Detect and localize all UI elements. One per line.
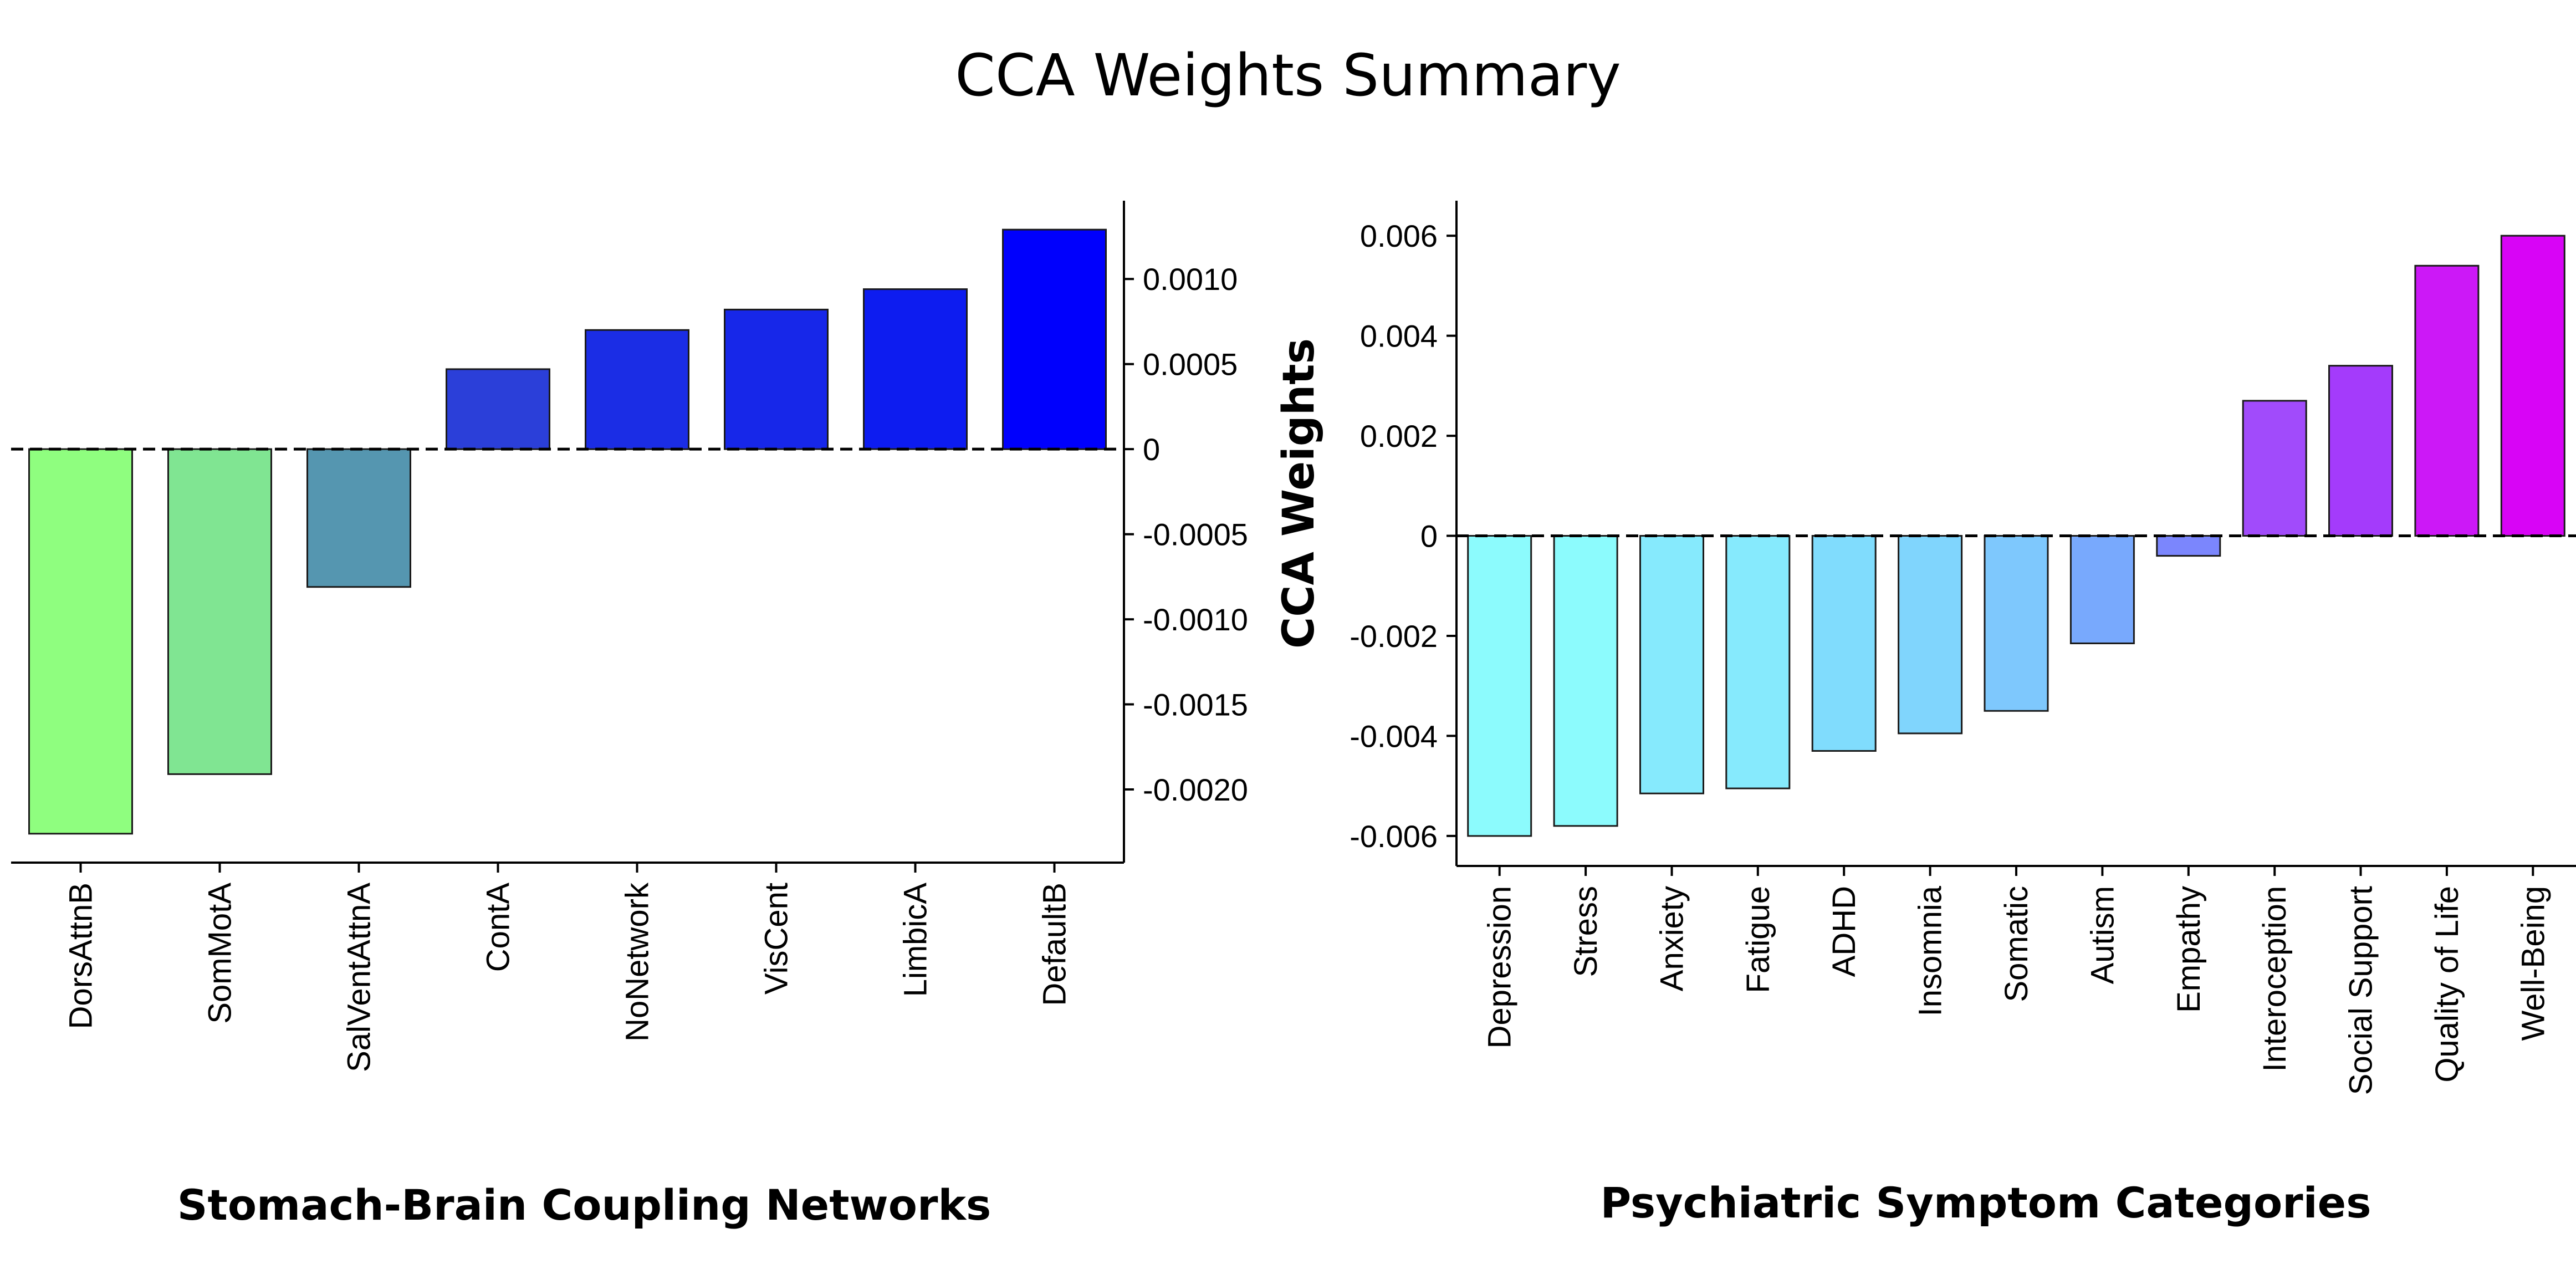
bar-conta (446, 368, 550, 450)
y-tick-label: -0.002 (1350, 619, 1438, 654)
y-tick-label: 0.0005 (1143, 347, 1238, 382)
bar-dorsattnb (28, 448, 133, 835)
bar-nonetwork (585, 329, 689, 450)
bar-autism (2069, 535, 2135, 644)
x-tick-label-sommota: SomMotA (202, 883, 238, 1024)
x-tick-label-nonetwork: NoNetwork (620, 882, 656, 1042)
x-tick-label-insomnia: Insomnia (1913, 885, 1949, 1016)
bar-well-being (2500, 235, 2565, 537)
x-tick-label-salventattna: SalVentAttnA (341, 883, 377, 1072)
x-tick-label-anxiety: Anxiety (1654, 886, 1690, 991)
bar-somatic (1984, 535, 2049, 712)
y-tick-label: -0.0020 (1143, 772, 1248, 807)
y-tick-label: 0.002 (1360, 419, 1438, 453)
y-tick-label: -0.004 (1350, 718, 1438, 753)
x-tick-label-fatigue: Fatigue (1740, 886, 1776, 993)
bar-interoception (2242, 400, 2307, 537)
bar-viscent (724, 308, 829, 450)
y-axis-title: CCA Weights (1274, 338, 1324, 649)
x-tick-label-adhd: ADHD (1826, 886, 1862, 977)
bar-stress (1553, 535, 1618, 827)
x-tick-label-quality-of-life: Quality of Life (2429, 886, 2465, 1083)
y-tick-label: 0 (1420, 519, 1438, 554)
y-tick-label: -0.0005 (1143, 517, 1248, 552)
bar-empathy (2156, 535, 2221, 557)
bar-quality-of-life (2414, 264, 2480, 537)
bar-anxiety (1639, 535, 1704, 794)
y-tick-label: -0.006 (1350, 819, 1438, 854)
x-tick-label-viscent: VisCent (759, 883, 795, 995)
x-tick-label-depression: Depression (1482, 886, 1518, 1048)
x-tick-label-empathy: Empathy (2171, 886, 2207, 1013)
x-tick-label-somatic: Somatic (1999, 886, 2035, 1002)
x-tick-label-well-being: Well-Being (2515, 886, 2551, 1041)
y-tick-label: -0.0010 (1143, 602, 1248, 637)
bar-insomnia (1898, 535, 1963, 735)
y-tick-label: 0.0010 (1143, 262, 1238, 297)
x-tick-label-stress: Stress (1568, 886, 1604, 977)
x-tick-label-autism: Autism (2084, 886, 2120, 984)
bar-social-support (2328, 365, 2393, 537)
bar-defaultb (1002, 228, 1107, 450)
figure-title: CCA Weights Summary (955, 42, 1621, 109)
bar-depression (1467, 535, 1532, 837)
right-chart-panel: 0.006 0.004 0.002 0 -0.002 -0.004 -0.006 Depres… (1274, 201, 2576, 1227)
bar-fatigue (1725, 535, 1791, 789)
x-tick-label-defaultb: DefaultB (1037, 883, 1073, 1006)
x-axis-title: Psychiatric Symptom Categories (1601, 1178, 2371, 1227)
x-axis-title: Stomach-Brain Coupling Networks (177, 1180, 991, 1230)
x-tick-label-conta: ContA (481, 883, 517, 972)
x-tick-label-dorsattnb: DorsAttnB (63, 883, 99, 1029)
bar-salventattna (306, 448, 411, 588)
y-tick-label: 0 (1143, 432, 1160, 467)
bar-adhd (1811, 535, 1877, 752)
y-tick-label: 0.006 (1360, 218, 1438, 253)
x-tick-label-limbica: LimbicA (898, 883, 934, 997)
y-tick-label: 0.004 (1360, 319, 1438, 354)
left-chart-panel: 0.0010 0.0005 0 -0.0005 -0.0010 -0.0015 -0.002… (11, 201, 1248, 1230)
y-tick-label: -0.0015 (1143, 687, 1248, 722)
x-tick-label-interoception: Interoception (2257, 886, 2293, 1072)
bar-sommota (167, 448, 272, 775)
x-tick-label-social-support: Social Support (2343, 886, 2379, 1095)
bar-limbica (863, 288, 968, 450)
